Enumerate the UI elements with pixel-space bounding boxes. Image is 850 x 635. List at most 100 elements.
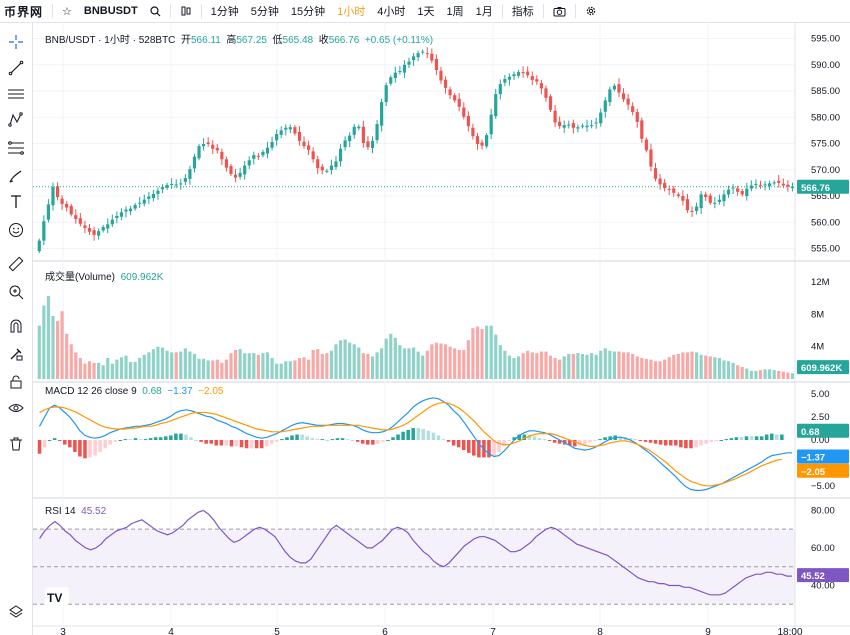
- compare-bars-icon[interactable]: [174, 0, 198, 22]
- volume-bar: [42, 305, 46, 379]
- volume-bar: [375, 352, 379, 379]
- search-icon[interactable]: [144, 0, 167, 22]
- trend-line-icon[interactable]: [4, 57, 28, 79]
- macd-histogram-bar: [744, 436, 749, 440]
- interval-tab-6[interactable]: 1周: [446, 6, 464, 18]
- volume-bar: [535, 353, 539, 379]
- interval-tab-5[interactable]: 1天: [417, 6, 435, 18]
- macd-histogram-bar: [371, 440, 375, 445]
- volume-bar: [202, 358, 206, 379]
- macd-histogram-bar: [118, 440, 123, 441]
- macd-histogram-bar: [588, 440, 592, 443]
- price-axis-label: 560.00: [811, 217, 840, 228]
- volume-bar: [443, 344, 448, 379]
- candle-body: [110, 219, 114, 225]
- volume-bar: [188, 351, 192, 379]
- lock-drawing-icon[interactable]: [4, 343, 28, 365]
- volume-bar: [599, 350, 603, 379]
- volume-bar: [740, 366, 744, 379]
- candle-body: [293, 127, 297, 134]
- candle-body: [704, 194, 708, 198]
- ruler-icon[interactable]: [4, 253, 28, 275]
- volume-axis-label: 12M: [811, 277, 830, 288]
- camera-icon[interactable]: [547, 0, 572, 22]
- macd-histogram-bar: [133, 438, 138, 440]
- candle-body: [243, 165, 247, 175]
- crosshair-icon[interactable]: [4, 31, 28, 53]
- candle-body: [713, 202, 717, 204]
- macd-histogram-bar: [239, 440, 244, 448]
- macd-histogram-bar: [780, 434, 784, 440]
- layers-icon[interactable]: [4, 601, 28, 623]
- volume-bar: [726, 361, 731, 379]
- macd-histogram-bar: [169, 435, 173, 440]
- macd-histogram-bar: [557, 440, 562, 444]
- volume-bar: [786, 372, 790, 379]
- interval-tab-3[interactable]: 1小时: [337, 6, 366, 18]
- volume-bar: [672, 354, 676, 379]
- macd-histogram-bar: [679, 440, 683, 448]
- gear-icon[interactable]: [579, 0, 603, 22]
- candle-body: [288, 127, 292, 130]
- interval-tab-2[interactable]: 15分钟: [290, 6, 326, 18]
- symbol-selector[interactable]: BNBUSDT: [83, 5, 138, 17]
- candle-body: [603, 100, 607, 112]
- site-logo: 币界网: [4, 4, 44, 19]
- candle-body: [87, 228, 92, 232]
- fibonacci-icon[interactable]: [4, 137, 28, 159]
- rsi-value: 45.52: [81, 506, 107, 517]
- volume-bar: [69, 344, 73, 379]
- volume-bar: [676, 353, 680, 379]
- macd-histogram-bar: [522, 434, 527, 440]
- candle-body: [571, 123, 575, 128]
- candle-body: [781, 183, 785, 186]
- candle-body: [749, 185, 753, 189]
- macd-histogram-bar: [734, 437, 739, 440]
- macd-histogram-bar: [573, 440, 577, 447]
- chart-canvas[interactable]: 595.00590.00585.00580.00575.00570.00565.…: [33, 23, 850, 635]
- volume-bar: [297, 358, 302, 379]
- volume-pane[interactable]: [37, 295, 795, 379]
- candle-body: [763, 184, 767, 186]
- magnet-icon[interactable]: [4, 315, 28, 337]
- emoji-icon[interactable]: [4, 219, 28, 241]
- macd-histogram-bar: [547, 440, 552, 441]
- volume-bar: [402, 348, 407, 379]
- volume-bar: [571, 353, 575, 379]
- volume-bar: [275, 363, 279, 379]
- trash-icon[interactable]: [4, 433, 28, 455]
- horizontal-lines-icon[interactable]: [4, 83, 28, 105]
- brush-icon[interactable]: [4, 165, 28, 187]
- interval-tab-1[interactable]: 5分钟: [250, 6, 279, 18]
- rsi-pane[interactable]: [33, 509, 795, 605]
- macd-pane[interactable]: [37, 397, 792, 491]
- candle-body: [352, 126, 356, 135]
- candle-body: [726, 189, 731, 195]
- volume-bar: [781, 371, 785, 379]
- interval-tab-4[interactable]: 4小时: [377, 6, 406, 18]
- divider: [169, 4, 171, 18]
- close-label: 收: [318, 35, 329, 46]
- macd-histogram-bar: [103, 440, 107, 449]
- macd-histogram-bar: [123, 439, 128, 441]
- favorite-star-icon[interactable]: ☆: [62, 5, 72, 18]
- macd-histogram-bar: [759, 436, 764, 440]
- macd-histogram-bar: [270, 440, 274, 444]
- candle-body: [128, 208, 133, 212]
- candle-body: [745, 188, 749, 196]
- lock-icon[interactable]: [4, 371, 28, 393]
- volume-bar: [78, 358, 82, 379]
- interval-tab-7[interactable]: 1月: [475, 6, 493, 18]
- volume-bar: [197, 358, 201, 379]
- candle-body: [612, 85, 617, 90]
- macd-histogram-bar: [158, 437, 163, 440]
- zoom-in-icon[interactable]: [4, 281, 28, 303]
- volume-bar: [256, 354, 260, 379]
- price-pane[interactable]: [33, 47, 795, 254]
- indicators-button[interactable]: 指标: [511, 6, 534, 18]
- interval-tab-0[interactable]: 1分钟: [210, 6, 239, 18]
- text-tool-icon[interactable]: [4, 191, 28, 213]
- pattern-icon[interactable]: [4, 109, 28, 131]
- eye-icon[interactable]: [4, 397, 28, 419]
- macd-histogram-bar: [219, 440, 224, 446]
